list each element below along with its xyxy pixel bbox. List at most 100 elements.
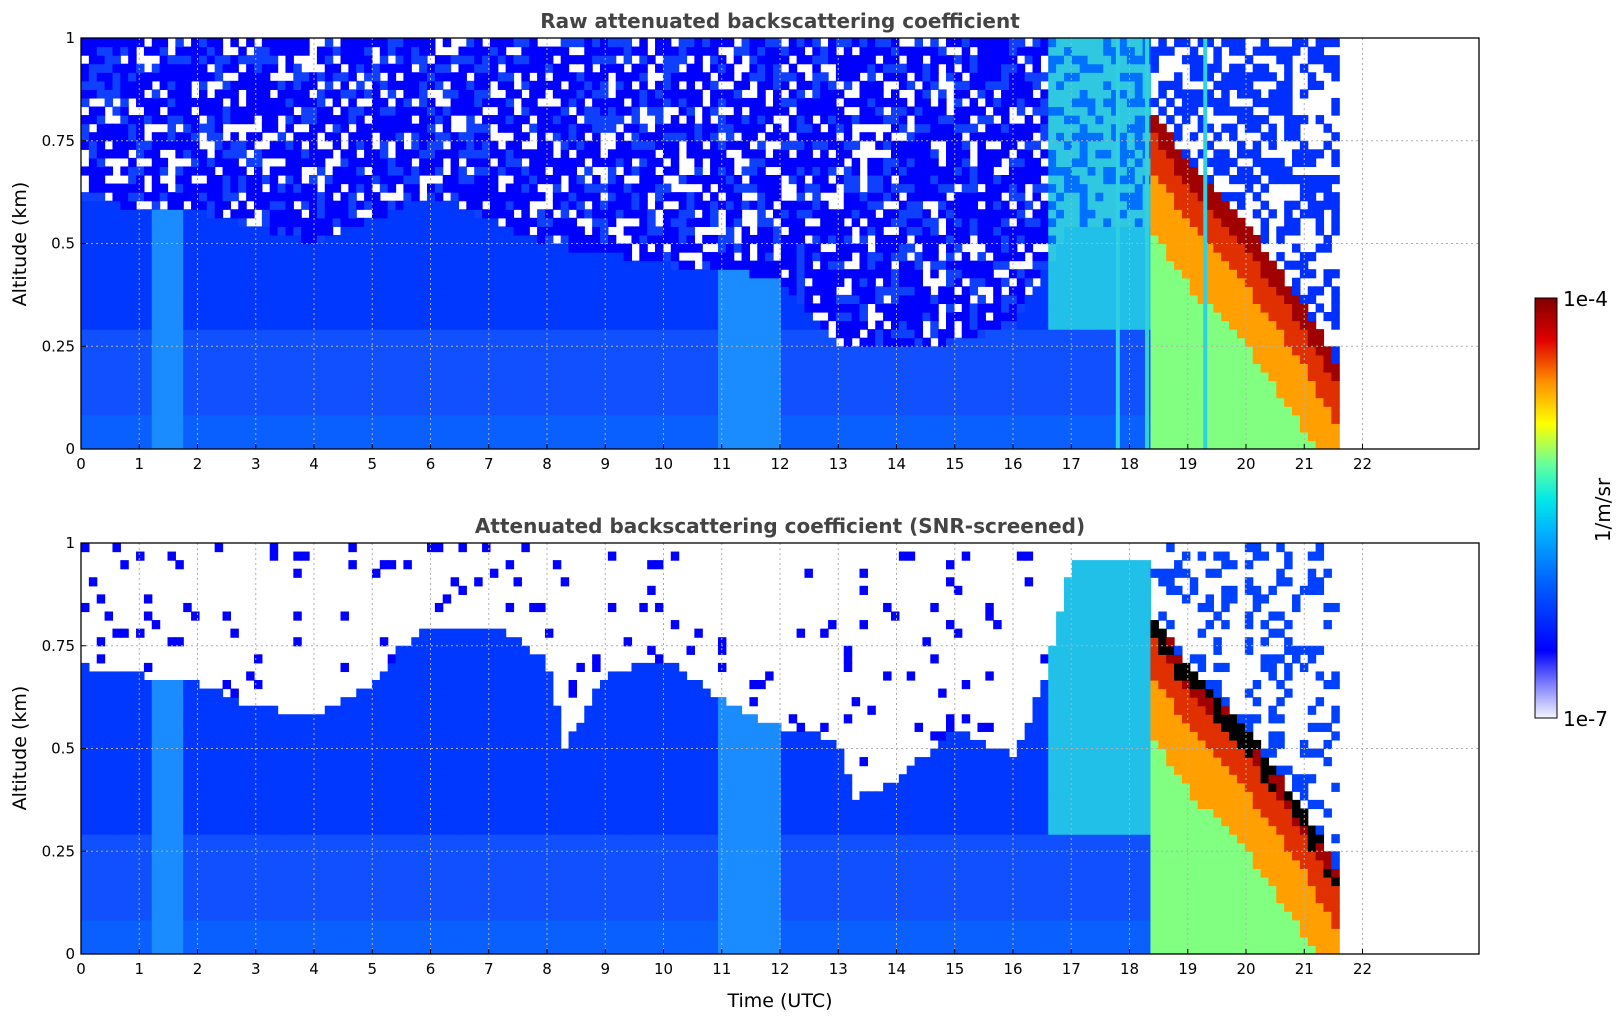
- heatmap-cell: [914, 72, 924, 82]
- heatmap-cell: [419, 303, 428, 313]
- heatmap-cell: [796, 269, 806, 279]
- heatmap-cell: [835, 234, 845, 245]
- heatmap-cell: [529, 97, 538, 108]
- heatmap-cell: [930, 115, 939, 125]
- heatmap-cell: [552, 157, 562, 168]
- heatmap-cell: [214, 46, 224, 56]
- heatmap-cell: [733, 346, 743, 356]
- heatmap-cell: [387, 217, 397, 227]
- heatmap-cell: [710, 46, 719, 56]
- heatmap-cell: [796, 371, 806, 382]
- heatmap-cell: [151, 397, 161, 407]
- heatmap-cell: [301, 286, 310, 296]
- heatmap-cell: [552, 217, 562, 227]
- heatmap-cell: [859, 192, 868, 202]
- heatmap-cell: [277, 423, 287, 433]
- heatmap-cell: [686, 200, 695, 210]
- heatmap-cell: [537, 269, 546, 279]
- heatmap-cell: [843, 243, 853, 253]
- heatmap-cell: [167, 423, 176, 433]
- heatmap-cell: [890, 38, 900, 48]
- heatmap-cell: [136, 72, 145, 82]
- heatmap-cell: [631, 354, 640, 364]
- heatmap-cell: [379, 132, 389, 142]
- heatmap-cell: [584, 354, 593, 364]
- heatmap-cell: [364, 406, 373, 416]
- heatmap-cell: [733, 183, 743, 193]
- heatmap-cell: [788, 363, 798, 373]
- heatmap-cell: [757, 397, 766, 407]
- heatmap-cell: [261, 363, 271, 373]
- heatmap-cell: [529, 406, 538, 416]
- heatmap-cell: [81, 431, 90, 442]
- heatmap-cell: [662, 303, 672, 313]
- heatmap-cell: [316, 354, 326, 364]
- heatmap-cell: [214, 414, 224, 424]
- heatmap-cell: [151, 320, 161, 330]
- heatmap-cell: [159, 406, 169, 416]
- heatmap-cell: [206, 243, 216, 253]
- heatmap-cell: [584, 389, 593, 399]
- heatmap-cell: [191, 140, 200, 150]
- heatmap-cell: [183, 234, 192, 245]
- heatmap-cell: [332, 371, 342, 382]
- heatmap-cell: [505, 423, 515, 433]
- heatmap-cell: [639, 175, 648, 185]
- heatmap-cell: [332, 200, 342, 210]
- heatmap-cell: [340, 286, 349, 296]
- heatmap-cell: [497, 346, 507, 356]
- heatmap-cell: [883, 329, 892, 339]
- heatmap-cell: [175, 97, 184, 108]
- heatmap-cell: [261, 123, 271, 133]
- heatmap-cell: [214, 157, 224, 168]
- heatmap-cell: [529, 320, 538, 330]
- heatmap-cell: [246, 55, 255, 65]
- heatmap-cell: [521, 175, 530, 185]
- heatmap-cell: [898, 346, 908, 356]
- heatmap-cell: [293, 269, 302, 279]
- heatmap-cell: [529, 217, 538, 227]
- heatmap-cell: [560, 423, 570, 433]
- heatmap-cell: [765, 423, 774, 433]
- heatmap-cell: [544, 303, 554, 313]
- heatmap-cell: [733, 200, 743, 210]
- heatmap-cell: [898, 80, 908, 90]
- heatmap-cell: [175, 80, 184, 90]
- heatmap-cell: [175, 243, 184, 253]
- heatmap-cell: [340, 226, 349, 236]
- heatmap-cell: [434, 337, 444, 347]
- heatmap-cell: [930, 423, 939, 433]
- heatmap-cell: [780, 320, 790, 330]
- heatmap-cell: [269, 149, 279, 159]
- heatmap-cell: [859, 423, 868, 433]
- heatmap-cell: [324, 106, 334, 116]
- heatmap-cell: [985, 431, 994, 442]
- heatmap-cell: [694, 329, 703, 339]
- heatmap-cell: [214, 209, 224, 219]
- heatmap-cell: [458, 363, 467, 373]
- heatmap-cell: [497, 312, 507, 322]
- heatmap-cell: [340, 406, 349, 416]
- heatmap-cell: [741, 226, 751, 236]
- heatmap-cell: [466, 132, 475, 142]
- heatmap-cell: [96, 252, 106, 262]
- heatmap-cell: [623, 371, 633, 382]
- heatmap-cell: [568, 55, 578, 65]
- heatmap-cell: [489, 234, 499, 245]
- heatmap-cell: [159, 234, 169, 245]
- heatmap-cell: [639, 371, 648, 382]
- heatmap-cell: [348, 277, 357, 287]
- heatmap-cell: [796, 200, 806, 210]
- heatmap-cell: [757, 192, 766, 202]
- heatmap-cell: [914, 166, 924, 176]
- heatmap-cell: [474, 46, 483, 56]
- heatmap-cell: [411, 269, 420, 279]
- heatmap-cell: [749, 414, 758, 424]
- heatmap-cell: [631, 192, 640, 202]
- heatmap-cell: [843, 320, 853, 330]
- heatmap-cell: [890, 431, 900, 442]
- heatmap-cell: [419, 371, 428, 382]
- heatmap-cell: [505, 431, 515, 442]
- heatmap-cell: [859, 286, 868, 296]
